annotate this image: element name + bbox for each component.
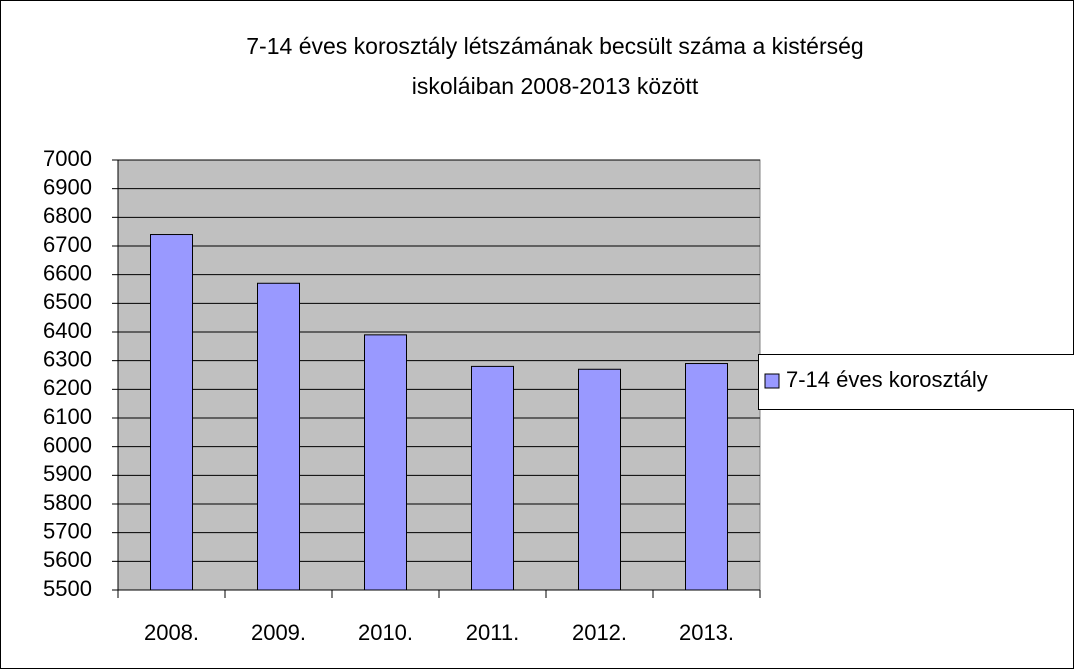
y-tick-label: 6200 <box>43 375 92 400</box>
x-tick-label: 2008. <box>144 620 199 645</box>
y-tick-label: 5700 <box>43 518 92 543</box>
y-tick-label: 6800 <box>43 203 92 228</box>
legend-label: 7-14 éves korosztály <box>786 367 988 392</box>
x-tick-label: 2012. <box>572 620 627 645</box>
plot-area <box>117 159 761 591</box>
y-tick-label: 6500 <box>43 289 92 314</box>
y-tick-label: 6000 <box>43 432 92 457</box>
chart-title: 7-14 éves korosztály létszámának becsült… <box>246 33 863 59</box>
y-tick-label: 5600 <box>43 547 92 572</box>
y-tick-label: 7000 <box>43 146 92 171</box>
bar <box>471 365 514 591</box>
y-tick-label: 6400 <box>43 318 92 343</box>
x-tick-label: 2013. <box>679 620 734 645</box>
y-tick-label: 6300 <box>43 346 92 371</box>
chart-title: iskoláiban 2008-2013 között <box>412 73 699 99</box>
y-tick-label: 5800 <box>43 490 92 515</box>
y-tick-label: 6900 <box>43 174 92 199</box>
y-tick-label: 6100 <box>43 404 92 429</box>
x-tick-label: 2009. <box>251 620 306 645</box>
legend-swatch <box>764 373 780 389</box>
bar <box>150 234 193 591</box>
x-tick-label: 2010. <box>358 620 413 645</box>
bar <box>578 368 621 591</box>
y-tick-label: 6700 <box>43 232 92 257</box>
bar <box>257 282 300 591</box>
y-tick-label: 6600 <box>43 260 92 285</box>
bar <box>685 363 728 591</box>
legend-box <box>758 354 1074 410</box>
y-tick-label: 5900 <box>43 461 92 486</box>
bar <box>364 334 407 591</box>
y-tick-label: 5500 <box>43 576 92 601</box>
x-tick-label: 2011. <box>466 620 519 645</box>
